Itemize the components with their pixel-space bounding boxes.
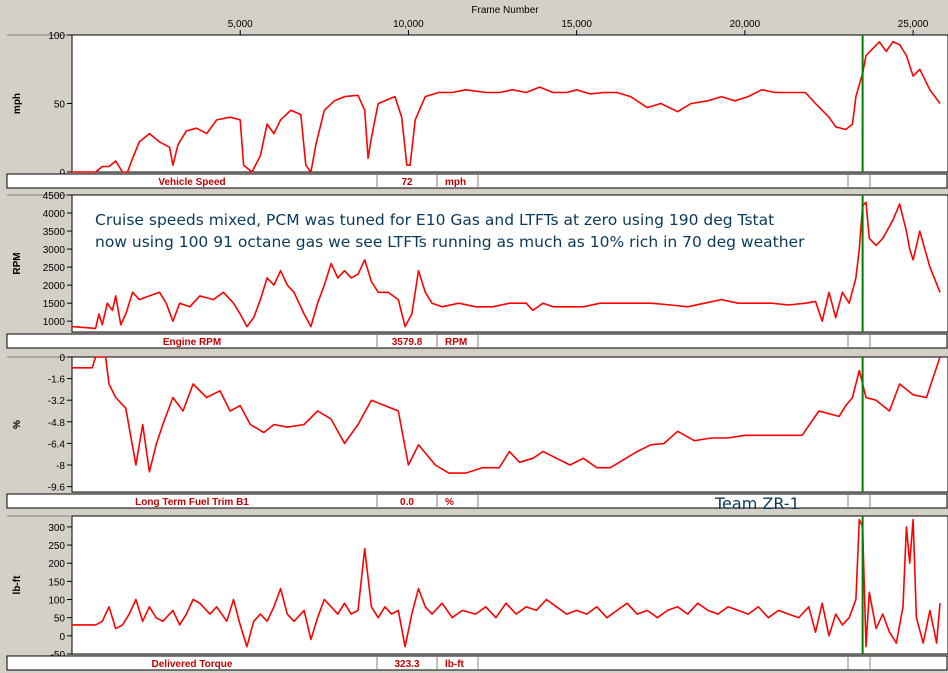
x-tick-label: 25,000 bbox=[898, 19, 929, 30]
y-tick-label: 50 bbox=[54, 100, 66, 111]
label-bar-bg bbox=[6, 173, 948, 189]
channel-value: 323.3 bbox=[394, 659, 419, 670]
channel-label-bar: Delivered Torque 323.3 lb-ft bbox=[6, 655, 948, 671]
y-tick-label: -4.8 bbox=[48, 418, 66, 429]
y-tick-label: 200 bbox=[48, 559, 65, 570]
channel-label-bar: Long Term Fuel Trim B1 0.0% bbox=[6, 493, 948, 509]
chart-panel-4: lb-ft-50050100150200250300Delivered Torq… bbox=[6, 515, 948, 671]
channel-value: 0.0 bbox=[400, 497, 414, 508]
y-axis-title: mph bbox=[12, 93, 23, 114]
y-tick-label: 0 bbox=[59, 632, 65, 643]
x-tick-label: 20,000 bbox=[730, 19, 761, 30]
channel-name: Vehicle Speed bbox=[158, 177, 225, 188]
channel-unit: mph bbox=[445, 177, 466, 188]
y-axis-title: RPM bbox=[12, 252, 23, 274]
series-line bbox=[72, 41, 941, 173]
channel-unit: lb-ft bbox=[445, 659, 465, 670]
y-tick-label: -1.6 bbox=[48, 375, 66, 386]
y-tick-label: -3.2 bbox=[48, 396, 66, 407]
channel-name: Engine RPM bbox=[163, 337, 221, 348]
y-tick-label: 150 bbox=[48, 577, 65, 588]
channel-value: 72 bbox=[401, 177, 413, 188]
channel-name: Delivered Torque bbox=[152, 659, 233, 670]
y-axis-title: % bbox=[12, 420, 23, 429]
series-line bbox=[72, 518, 941, 648]
y-tick-label: 50 bbox=[54, 614, 66, 625]
x-axis-title: Frame Number bbox=[471, 5, 539, 16]
y-tick-label: 3000 bbox=[43, 245, 66, 256]
note-line-1: Cruise speeds mixed, PCM was tuned for E… bbox=[95, 211, 774, 229]
label-bar-bg bbox=[6, 333, 948, 349]
y-tick-label: 4500 bbox=[43, 191, 66, 202]
plot-area bbox=[71, 515, 948, 655]
x-tick-label: 15,000 bbox=[561, 19, 592, 30]
x-axis-ticks: 5,000 10,000 15,000 20,000 25,000 bbox=[228, 19, 929, 35]
y-tick-label: 1500 bbox=[43, 299, 66, 310]
y-tick-label: 0 bbox=[59, 353, 65, 364]
x-tick-label: 5,000 bbox=[228, 19, 253, 30]
y-tick-label: 250 bbox=[48, 541, 65, 552]
y-tick-label: 4000 bbox=[43, 209, 66, 220]
y-axis-title: lb-ft bbox=[12, 575, 23, 595]
x-tick-label: 10,000 bbox=[393, 19, 424, 30]
plot-area bbox=[71, 194, 948, 333]
y-tick-label: -8 bbox=[56, 461, 65, 472]
channel-label-bar: Vehicle Speed 72 mph bbox=[6, 173, 948, 189]
plot-area bbox=[71, 356, 948, 493]
y-tick-label: -9.6 bbox=[48, 483, 66, 494]
y-tick-label: 3500 bbox=[43, 227, 66, 238]
channel-value: 3579.8 bbox=[392, 337, 423, 348]
channel-unit: RPM bbox=[445, 337, 467, 348]
chart-panels: mph050100Vehicle Speed72mphRPM1000150020… bbox=[6, 31, 948, 671]
series-line bbox=[72, 356, 941, 474]
label-bar-bg bbox=[6, 493, 948, 509]
annotations: Cruise speeds mixed, PCM was tuned for E… bbox=[95, 211, 805, 513]
y-tick-label: 100 bbox=[48, 596, 65, 607]
team-label: Team ZR-1 bbox=[714, 494, 800, 513]
chart-panel-2: RPM 1000 1500 2000 2500 3000 3500 4000 4500 Engin… bbox=[6, 191, 948, 349]
x-axis-header: Frame Number 5,000 10,000 15,000 20,000 25,0… bbox=[228, 5, 929, 35]
series-line bbox=[71, 201, 941, 330]
note-line-2: now using 100 91 octane gas we see LTFTs… bbox=[95, 233, 805, 251]
label-bar-bg bbox=[6, 655, 948, 671]
channel-name: Long Term Fuel Trim B1 bbox=[135, 497, 249, 508]
y-tick-label: 100 bbox=[48, 31, 65, 42]
channel-unit: % bbox=[445, 497, 454, 508]
y-tick-label: 300 bbox=[48, 523, 65, 534]
y-tick-label: 2500 bbox=[43, 263, 66, 274]
plot-area bbox=[71, 34, 948, 173]
y-tick-label: 2000 bbox=[43, 281, 66, 292]
y-tick-label: 1000 bbox=[43, 317, 66, 328]
channel-label-bar: Engine RPM 3579.8 RPM bbox=[6, 333, 948, 349]
y-tick-label: -6.4 bbox=[48, 439, 66, 450]
